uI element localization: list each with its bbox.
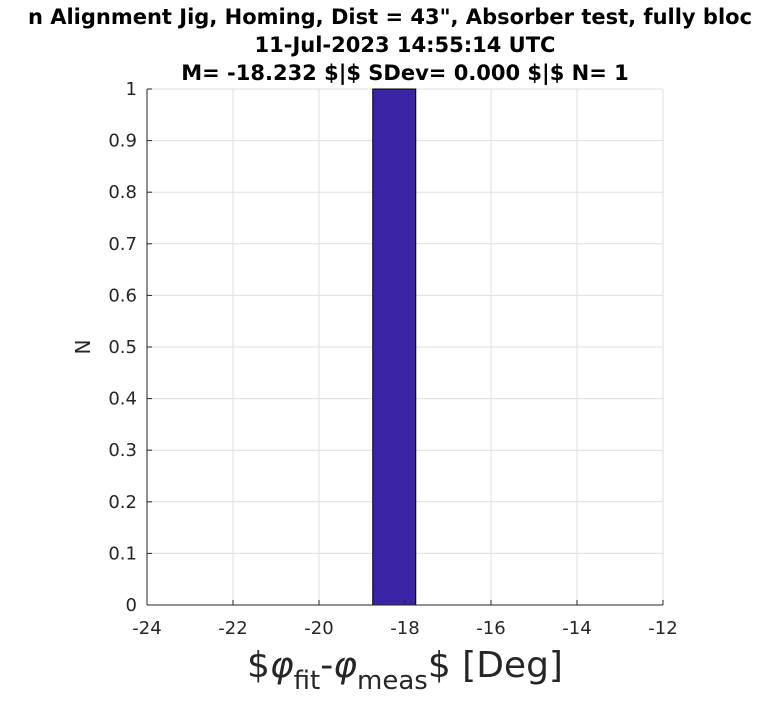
y-tick-label: 0.6 — [108, 285, 137, 306]
x-tick-label: -14 — [562, 618, 591, 639]
histogram-bars — [372, 88, 417, 606]
x-axis-label-phi-meas: φ — [333, 645, 357, 686]
x-axis-label: $φfit-φmeas$ [Deg] — [247, 645, 563, 696]
x-tick-label: -18 — [390, 618, 419, 639]
y-tick-labels: 0 0.1 0.2 0.3 0.4 0.5 0.6 0.7 0.8 0.9 1 — [108, 79, 137, 616]
y-tick-label: 0.8 — [108, 182, 137, 203]
x-tick-label: -16 — [476, 618, 505, 639]
x-tick-label: -20 — [304, 618, 333, 639]
y-tick-label: 0 — [126, 595, 137, 616]
title-line-2: 11-Jul-2023 14:55:14 UTC — [255, 33, 556, 57]
y-tick-label: 1 — [126, 79, 137, 100]
y-tick-label: 0.1 — [108, 543, 137, 564]
y-tick-label: 0.4 — [108, 389, 137, 410]
y-tick-label: 0.7 — [108, 234, 137, 255]
x-tick-label: -22 — [218, 618, 247, 639]
histogram-bar — [372, 88, 417, 606]
x-axis-label-dash: - — [320, 645, 333, 686]
x-axis-label-phi-fit: φ — [270, 645, 294, 686]
y-tick-label: 0.3 — [108, 440, 137, 461]
x-axis-label-suffix: $ [Deg] — [428, 645, 563, 686]
y-tick-label: 0.2 — [108, 492, 137, 513]
x-axis-label-sub-fit: fit — [294, 666, 321, 696]
axes — [146, 88, 664, 606]
y-axis-label: N — [71, 340, 95, 355]
x-axis-label-sub-meas: meas — [357, 666, 428, 696]
title-line-3: M= -18.232 $|$ SDev= 0.000 $|$ N= 1 — [181, 61, 629, 86]
x-axis-label-prefix: $ — [247, 645, 270, 686]
x-tick-label: -24 — [132, 618, 161, 639]
y-tick-label: 0.9 — [108, 131, 137, 152]
chart-title: n Alignment Jig, Homing, Dist = 43", Abs… — [28, 5, 752, 86]
x-tick-label: -12 — [648, 618, 677, 639]
x-tick-labels: -24 -22 -20 -18 -16 -14 -12 — [132, 618, 677, 639]
y-tick-label: 0.5 — [108, 337, 137, 358]
title-line-1: n Alignment Jig, Homing, Dist = 43", Abs… — [28, 5, 752, 29]
